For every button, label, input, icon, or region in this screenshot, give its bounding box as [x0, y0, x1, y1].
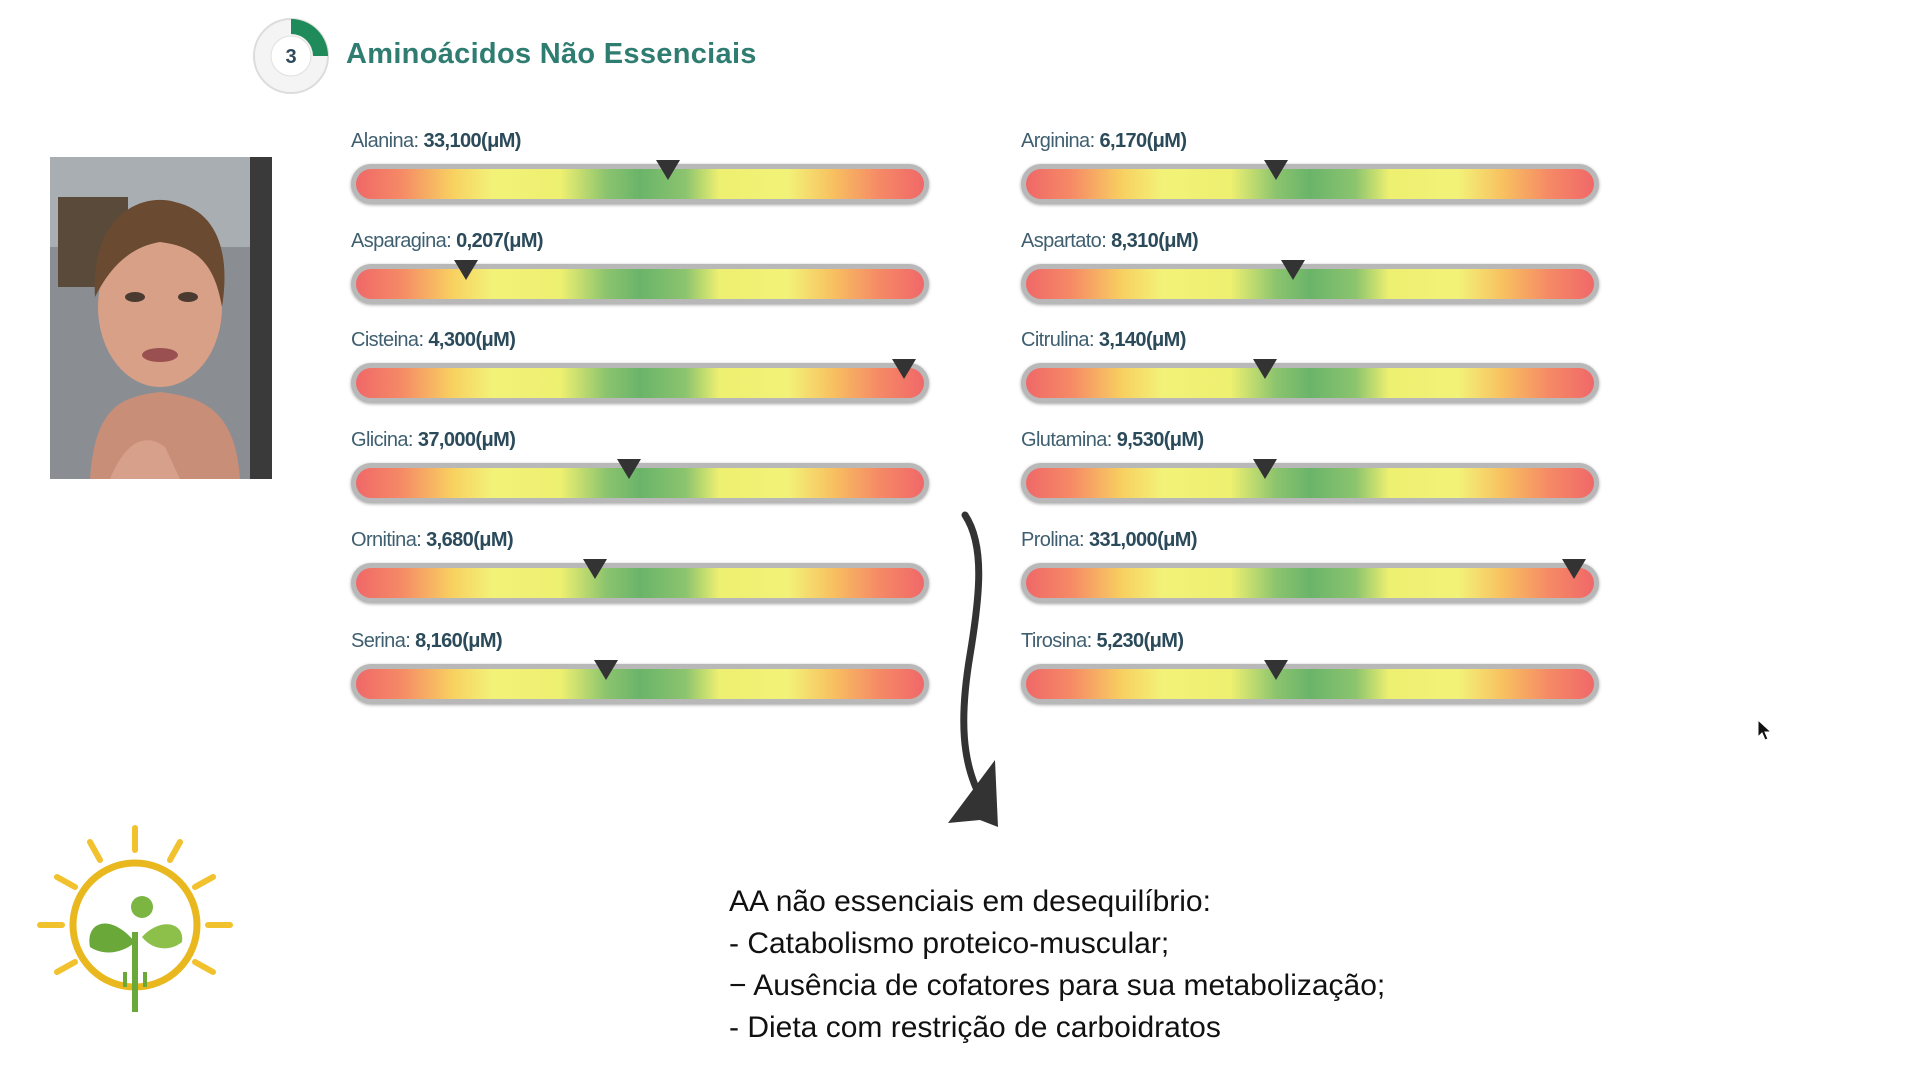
gauge-scale: [1026, 169, 1594, 199]
gauge-name: Prolina:: [1021, 529, 1085, 551]
gauge-name: Cisteina:: [351, 329, 424, 351]
gauge-track: [351, 563, 929, 603]
gauge-label: Citrulina: 3,140(μM): [1021, 329, 1186, 352]
gauge-name: Asparagina:: [351, 230, 452, 252]
gauge-track: [1021, 164, 1599, 204]
title: Aminoácidos Não Essenciais: [346, 38, 757, 70]
gauge-marker: [892, 359, 917, 379]
gauge-scale: [356, 269, 924, 299]
gauge: Cisteina: 4,300(μM): [351, 329, 931, 409]
gauge-marker: [1562, 559, 1587, 579]
gauge-name: Alanina:: [351, 130, 419, 152]
gauge: Glutamina: 9,530(μM): [1021, 429, 1601, 509]
gauge: Asparagina: 0,207(μM): [351, 230, 931, 310]
gauge-track: [351, 363, 929, 403]
gauge-scale: [1026, 568, 1594, 598]
gauge-marker: [616, 459, 641, 479]
gauge-scale: [356, 568, 924, 598]
logo: [37, 825, 233, 1012]
gauge: Ornitina: 3,680(μM): [351, 529, 931, 609]
gauge-marker: [594, 660, 619, 680]
gauge-marker: [1264, 660, 1289, 680]
gauge-value: 3,680(μM): [426, 529, 514, 551]
gauge-name: Ornitina:: [351, 529, 422, 551]
note-line: AA não essenciais em desequilíbrio:: [729, 885, 1211, 918]
gauge: Citrulina: 3,140(μM): [1021, 329, 1601, 409]
gauge-scale: [356, 368, 924, 398]
gauge-label: Alanina: 33,100(μM): [351, 130, 521, 153]
gauge-marker: [583, 559, 608, 579]
gauge: Arginina: 6,170(μM): [1021, 130, 1601, 210]
step-number: 3: [285, 46, 296, 68]
gauge-label: Asparagina: 0,207(μM): [351, 230, 544, 253]
gauge-marker: [1253, 359, 1278, 379]
mouse-cursor: [1757, 719, 1773, 741]
gauge-name: Arginina:: [1021, 130, 1095, 152]
gauge-name: Citrulina:: [1021, 329, 1095, 351]
gauge-value: 33,100(μM): [423, 130, 521, 152]
gauge-marker: [453, 260, 478, 280]
gauge-value: 3,140(μM): [1098, 329, 1186, 351]
gauge-label: Arginina: 6,170(μM): [1021, 130, 1187, 153]
gauge-label: Ornitina: 3,680(μM): [351, 529, 514, 552]
notes: AA não essenciais em desequilíbrio: - Cat…: [729, 881, 1385, 1049]
gauge-track: [1021, 463, 1599, 503]
gauge-label: Glutamina: 9,530(μM): [1021, 429, 1204, 452]
note-line: - Catabolismo proteico-muscular;: [729, 927, 1170, 960]
gauge-track: [351, 664, 929, 704]
step-icon: 3: [253, 18, 329, 94]
gauge-value: 9,530(μM): [1116, 429, 1204, 451]
gauge-track: [351, 264, 929, 304]
gauge-track: [1021, 363, 1599, 403]
gauge: Glicina: 37,000(μM): [351, 429, 931, 509]
gauge-scale: [1026, 669, 1594, 699]
gauge-marker: [656, 160, 681, 180]
gauge-name: Glutamina:: [1021, 429, 1112, 451]
gauge-label: Tirosina: 5,230(μM): [1021, 630, 1184, 653]
gauge: Alanina: 33,100(μM): [351, 130, 931, 210]
gauge-track: [1021, 264, 1599, 304]
gauge-value: 6,170(μM): [1099, 130, 1187, 152]
gauge-scale: [1026, 368, 1594, 398]
gauge-label: Serina: 8,160(μM): [351, 630, 503, 653]
gauge-name: Aspartato:: [1021, 230, 1107, 252]
gauge-scale: [356, 669, 924, 699]
gauge-marker: [1264, 160, 1289, 180]
gauge-marker: [1253, 459, 1278, 479]
gauge-track: [1021, 664, 1599, 704]
gauge-scale: [356, 169, 924, 199]
gauge: Aspartato: 8,310(μM): [1021, 230, 1601, 310]
arrow: [948, 511, 998, 827]
gauge-label: Aspartato: 8,310(μM): [1021, 230, 1199, 253]
gauge-label: Glicina: 37,000(μM): [351, 429, 516, 452]
gauge-value: 331,000(μM): [1088, 529, 1198, 551]
gauge-track: [1021, 563, 1599, 603]
gauge-label: Prolina: 331,000(μM): [1021, 529, 1198, 552]
gauge-value: 4,300(μM): [428, 329, 516, 351]
gauge: Serina: 8,160(μM): [351, 630, 931, 710]
note-line: - Dieta com restrição de carboidratos: [729, 1011, 1221, 1044]
gauge-track: [351, 164, 929, 204]
gauge-name: Glicina:: [351, 429, 413, 451]
gauge: Prolina: 331,000(μM): [1021, 529, 1601, 609]
presenter-video: [50, 157, 272, 479]
gauge-name: Serina:: [351, 630, 411, 652]
note-line: − Ausência de cofatores para sua metabol…: [729, 969, 1386, 1002]
gauge-scale: [1026, 468, 1594, 498]
gauge-value: 8,160(μM): [415, 630, 503, 652]
gauge-label: Cisteina: 4,300(μM): [351, 329, 516, 352]
gauge-value: 5,230(μM): [1096, 630, 1184, 652]
gauge: Tirosina: 5,230(μM): [1021, 630, 1601, 710]
gauge-marker: [1281, 260, 1306, 280]
gauge-value: 8,310(μM): [1111, 230, 1199, 252]
gauge-value: 37,000(μM): [417, 429, 516, 451]
gauge-scale: [1026, 269, 1594, 299]
gauge-value: 0,207(μM): [456, 230, 543, 252]
gauge-name: Tirosina:: [1021, 630, 1092, 652]
